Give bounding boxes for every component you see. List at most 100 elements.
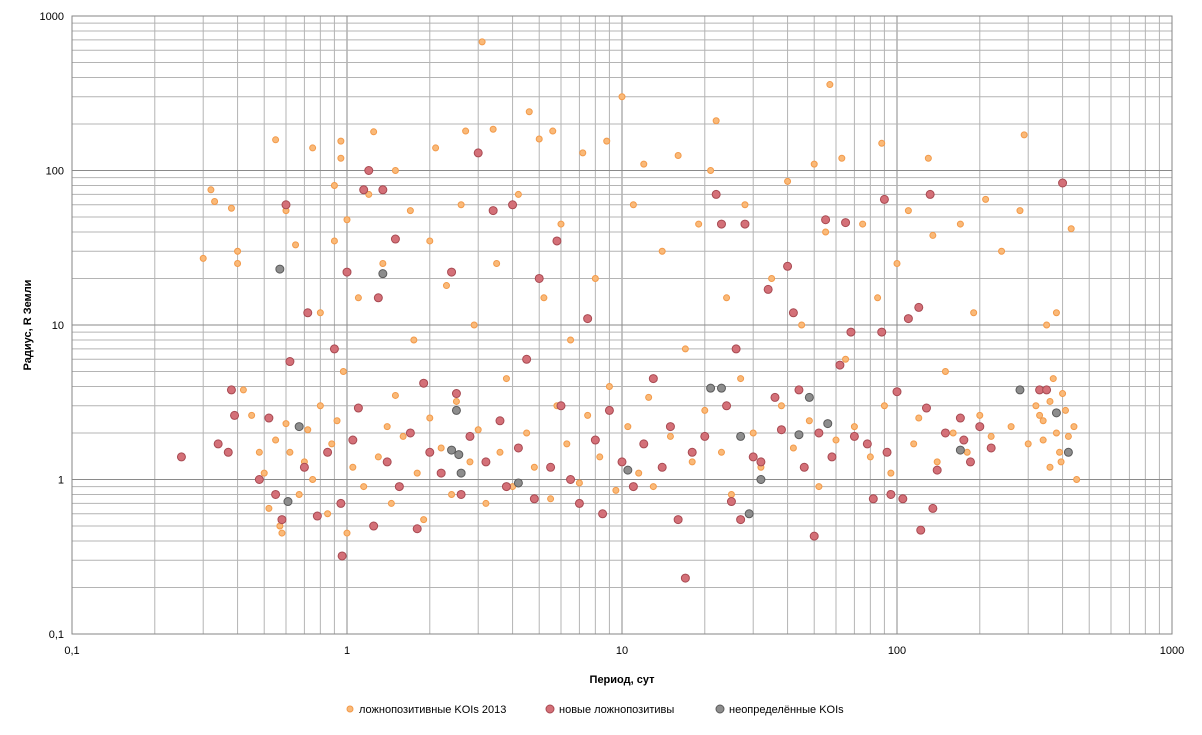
data-point [1057,458,1065,466]
data-point [370,128,378,136]
data-point [975,422,985,432]
data-point [379,260,387,268]
data-point [399,432,407,440]
data-point [591,274,599,282]
data-point [887,469,895,477]
data-point [1046,463,1054,471]
data-point [436,468,446,478]
tick-labels: 0,1 1 10 100 1000 0,1 1 10 100 1000 [40,11,1185,657]
data-point [886,489,896,499]
data-point [645,393,653,401]
data-point [452,397,460,405]
data-point [1070,423,1078,431]
data-point [783,261,793,271]
data-point [1024,440,1032,448]
data-point [303,308,313,318]
data-point [736,515,746,525]
data-point [333,417,341,425]
data-point [687,447,697,457]
data-point [426,237,434,245]
data-point [711,189,721,199]
data-point [604,405,614,415]
data-point [343,216,351,224]
data-point [234,247,242,255]
data-point [549,127,557,135]
data-point [343,529,351,537]
data-point [239,386,247,394]
series-1 [199,38,1081,537]
data-point [292,241,300,249]
data-point [842,355,850,363]
data-point [880,402,888,410]
data-point [324,510,332,518]
data-point [382,457,392,467]
data-point [328,440,336,448]
data-point [882,447,892,457]
data-point [264,413,274,423]
data-point [535,135,543,143]
data-point [304,426,312,434]
data-point [1036,411,1044,419]
data-point [223,447,233,457]
y-tick-label: 100 [46,166,64,178]
data-point [658,247,666,255]
data-point [405,428,415,438]
data-point [454,450,464,460]
data-point [457,201,465,209]
data-point [878,139,886,147]
data-point [283,497,293,507]
data-point [879,194,889,204]
data-point [473,148,483,158]
data-point [271,489,281,499]
data-point [330,181,338,189]
legend-label: ложнопозитивные KOIs 2013 [359,704,506,716]
data-point [963,448,971,456]
data-point [227,204,235,212]
data-point [955,445,965,455]
data-point [412,524,422,534]
data-point [387,499,395,507]
data-point [255,448,263,456]
data-point [1052,429,1060,437]
data-point [740,219,750,229]
data-point [574,498,584,508]
data-point [329,344,339,354]
data-point [364,166,374,175]
data-point [850,423,858,431]
data-point [426,414,434,422]
data-point [835,360,845,370]
data-point [566,475,576,484]
data-point [211,198,219,206]
data-point [805,417,813,425]
data-point [547,495,555,503]
data-point [680,573,690,583]
x-tick-label: 100 [888,645,906,657]
data-point [929,231,937,239]
data-point [809,531,819,541]
data-point [260,469,268,477]
legend-label: неопределённые KOIs [729,704,844,716]
data-point [987,432,995,440]
x-axis-title: Период, сут [590,674,656,686]
data-point [657,462,667,472]
data-point [998,247,1006,255]
data-point [1059,390,1067,398]
data-point [1042,385,1052,395]
data-point [234,260,242,268]
data-point [701,406,709,414]
data-point [794,430,804,440]
data-point [727,490,735,498]
gridlines [71,16,1172,635]
y-tick-label: 0,1 [49,629,64,641]
data-point [810,160,818,168]
data-point [846,327,856,337]
data-point [874,294,882,302]
data-point [378,269,388,279]
y-tick-label: 10 [52,320,64,332]
data-point [391,167,399,174]
data-point [437,444,445,452]
data-point [949,429,957,437]
data-point [176,452,186,462]
data-point [770,392,780,402]
data-point [1058,178,1068,188]
